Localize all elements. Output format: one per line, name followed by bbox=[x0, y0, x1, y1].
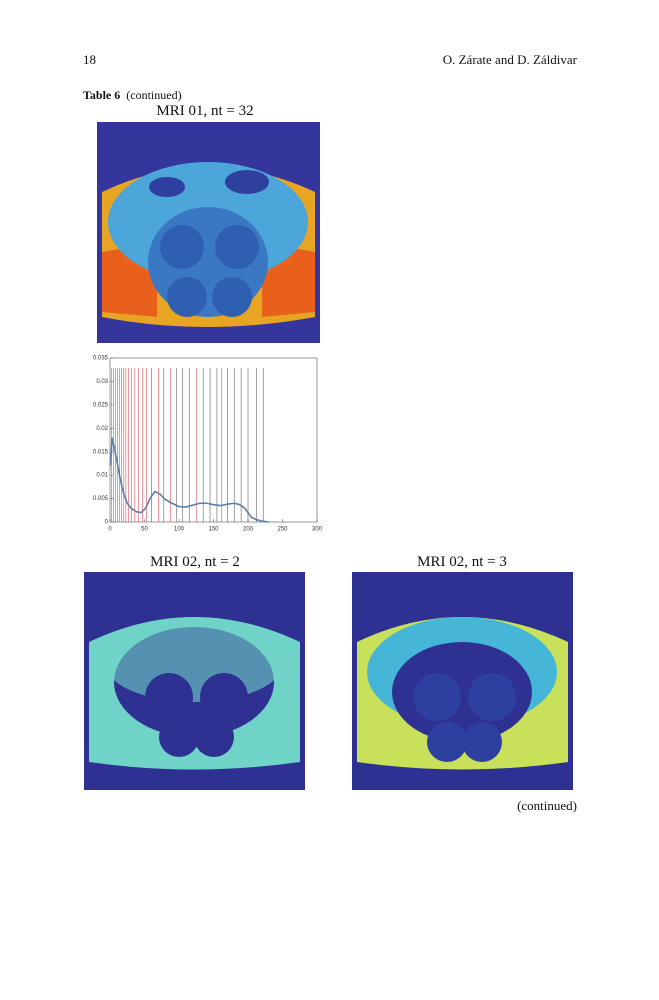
mri-image bbox=[352, 572, 573, 790]
y-tick-label: 0.03 bbox=[96, 379, 108, 385]
continued-note: (continued) bbox=[517, 798, 577, 813]
y-tick-label: 0.005 bbox=[93, 496, 109, 502]
x-tick-label: 100 bbox=[174, 527, 185, 533]
table-caption: (continued) bbox=[126, 88, 182, 102]
y-tick-label: 0.02 bbox=[96, 426, 108, 432]
y-tick-label: 0.025 bbox=[93, 402, 109, 408]
page-number: 18 bbox=[83, 52, 96, 67]
x-tick-label: 50 bbox=[141, 527, 148, 533]
histogram-curve bbox=[109, 437, 269, 523]
x-tick-label: 0 bbox=[108, 527, 112, 533]
x-tick-label: 150 bbox=[208, 527, 219, 533]
x-tick-label: 250 bbox=[277, 527, 288, 533]
table-heading: Table 6 (continued) bbox=[83, 88, 182, 103]
mri-image bbox=[97, 122, 320, 343]
y-tick-label: 0 bbox=[105, 520, 109, 526]
panel-title: MRI 01, nt = 32 bbox=[156, 103, 254, 119]
histogram-chart: 0 0.005 0.01 0.015 0.02 0.025 0.03 0.035 0 50 100 1… bbox=[93, 356, 323, 533]
y-tick-label: 0.015 bbox=[93, 449, 109, 455]
panel-title: MRI 02, nt = 3 bbox=[417, 554, 507, 570]
table-label: Table 6 bbox=[83, 88, 121, 102]
mri-image bbox=[84, 572, 305, 790]
y-tick-label: 0.035 bbox=[93, 356, 109, 362]
x-tick-label: 200 bbox=[243, 527, 254, 533]
y-tick-label: 0.01 bbox=[96, 473, 108, 479]
running-head: O. Zárate and D. Záldivar bbox=[442, 52, 577, 67]
panel-title: MRI 02, nt = 2 bbox=[150, 554, 240, 570]
x-tick-label: 300 bbox=[312, 527, 323, 533]
